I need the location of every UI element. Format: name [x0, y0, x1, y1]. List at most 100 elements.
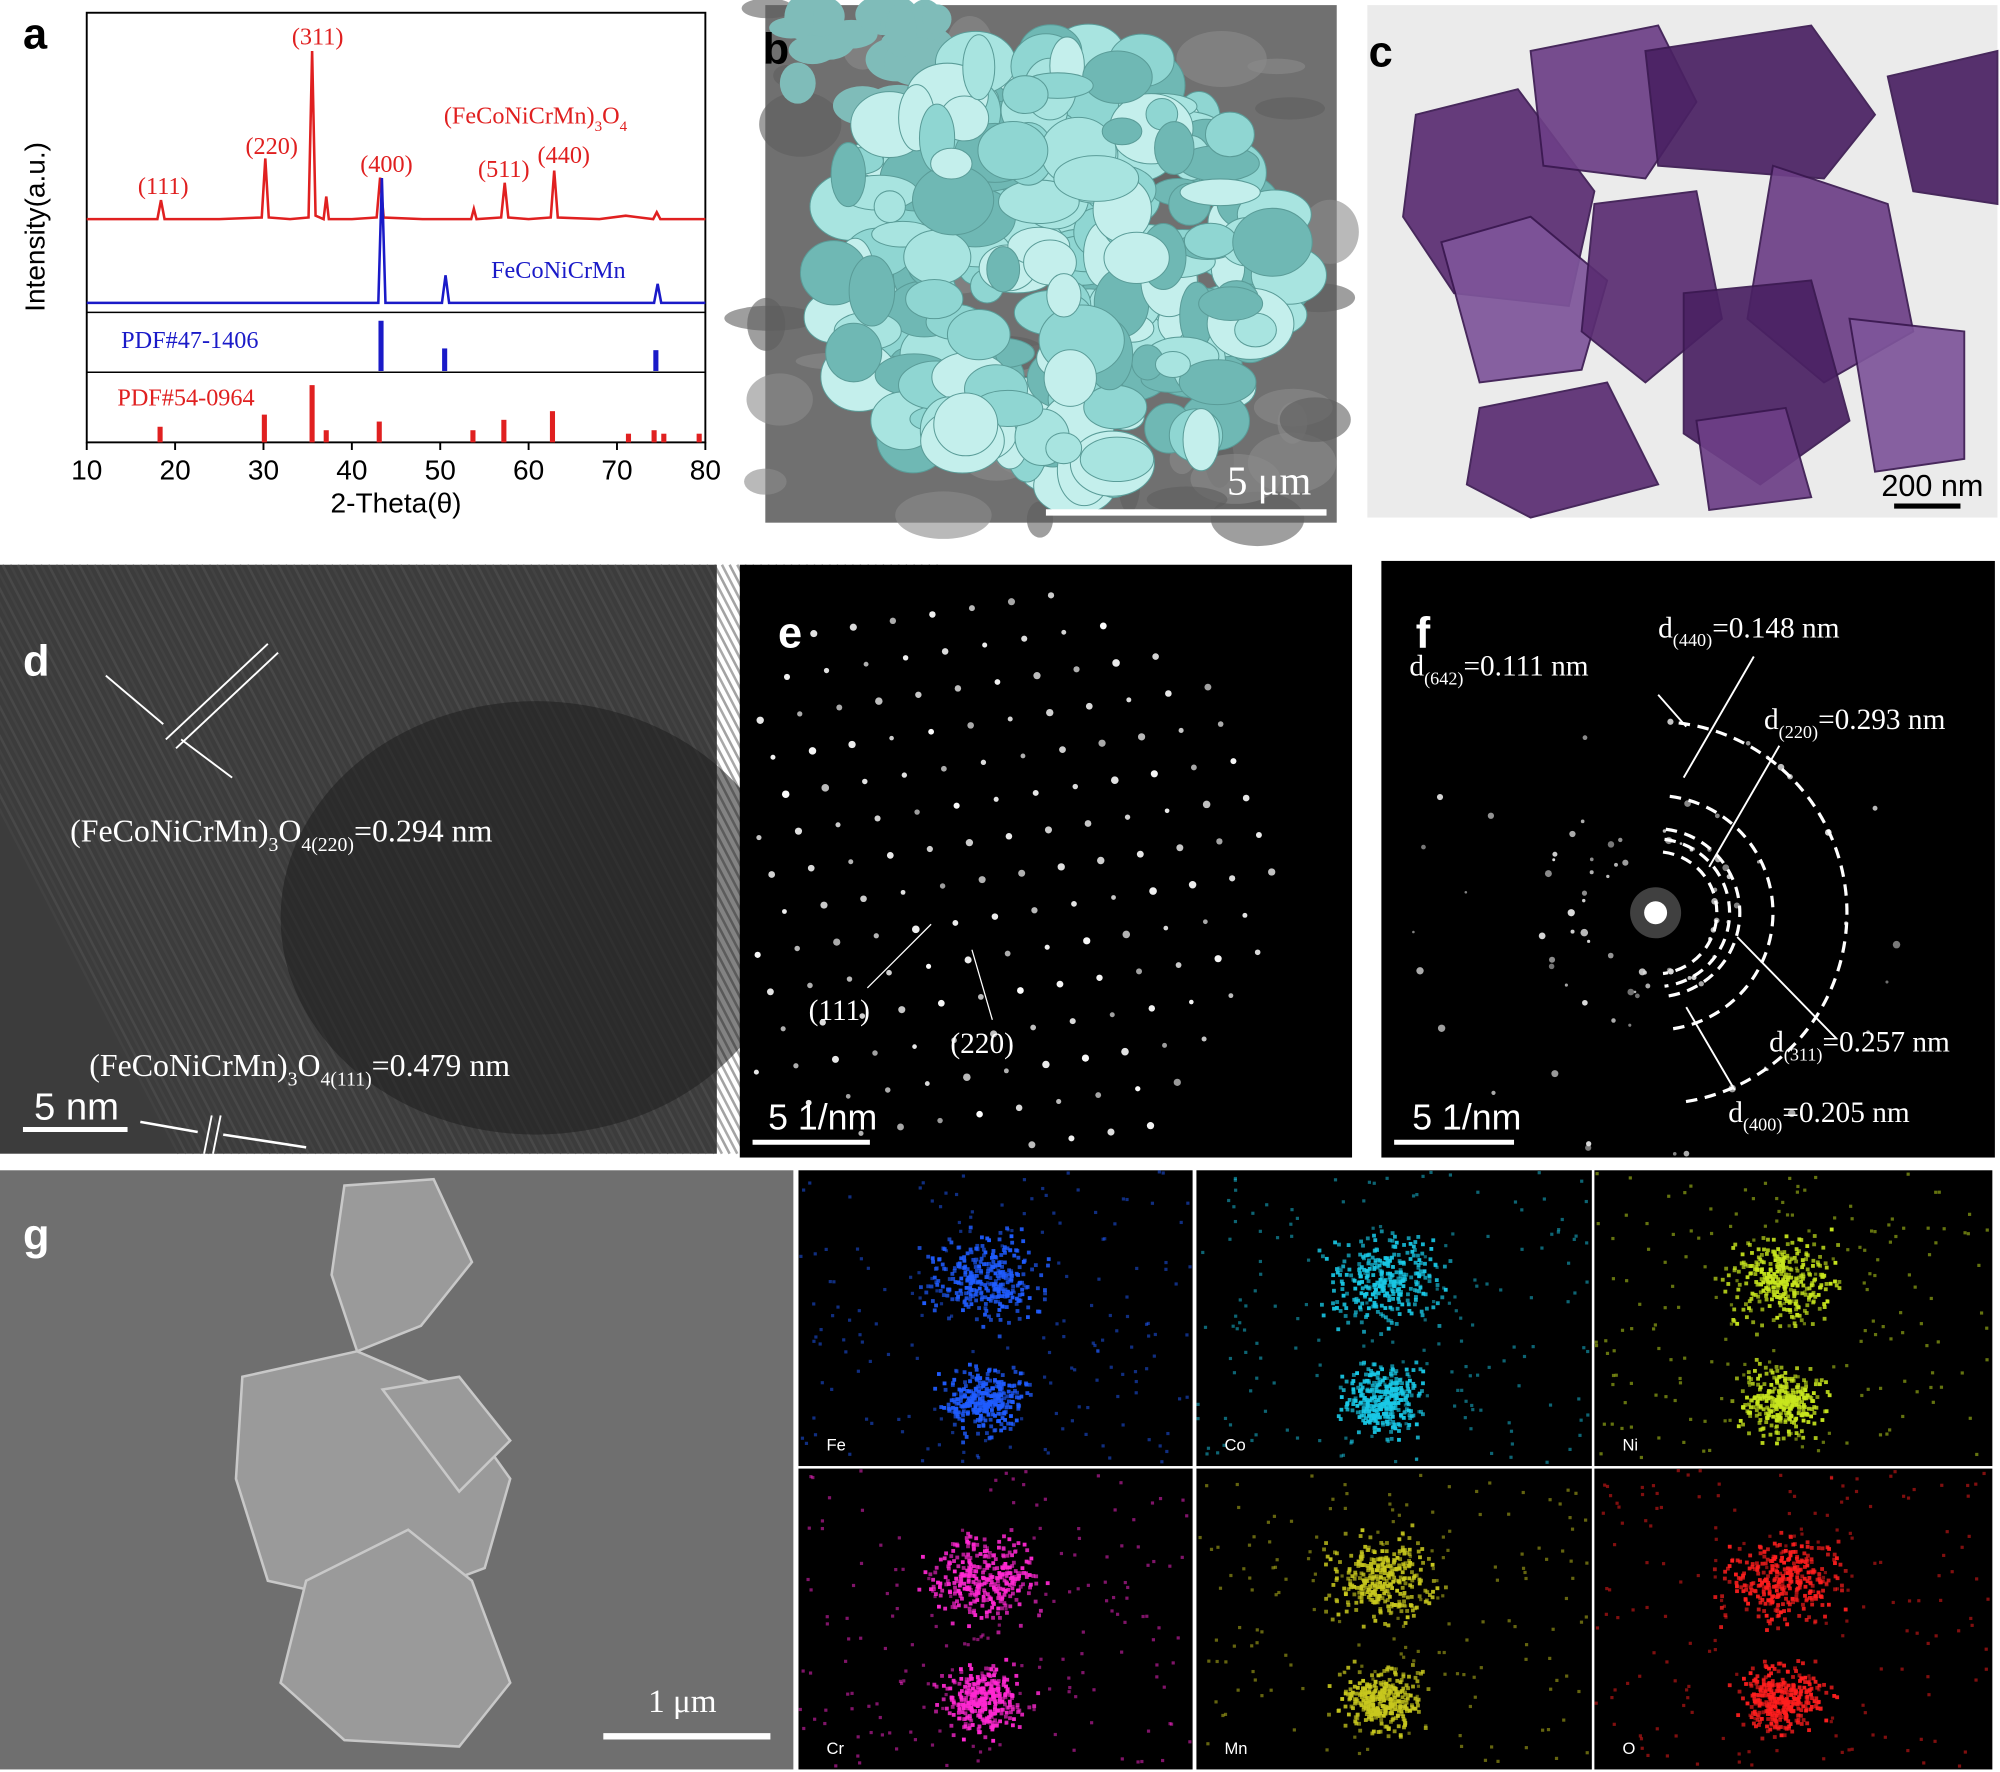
map-pixel	[1546, 1728, 1551, 1732]
map-pixel	[1728, 1224, 1733, 1228]
diffraction-spot	[967, 722, 974, 729]
map-pixel	[1371, 1557, 1376, 1562]
map-pixel	[1351, 1379, 1356, 1383]
map-pixel	[1014, 1296, 1019, 1301]
diffraction-spot	[872, 1050, 878, 1056]
map-pixel	[944, 1191, 948, 1195]
map-pixel	[1375, 1557, 1380, 1562]
map-pixel	[1833, 1279, 1837, 1284]
map-pixel	[1359, 1392, 1364, 1397]
map-pixel	[1775, 1379, 1779, 1384]
map-pixel	[1777, 1397, 1782, 1402]
diffraction-spot	[754, 951, 761, 958]
map-pixel	[1355, 1712, 1360, 1717]
diffraction-spot	[1148, 1005, 1156, 1012]
ring-guide	[1665, 827, 1742, 998]
map-pixel	[977, 1424, 981, 1428]
map-pixel	[1787, 1432, 1792, 1437]
diffraction-spot	[1137, 733, 1146, 741]
map-pixel	[1363, 1409, 1368, 1414]
map-pixel	[1471, 1408, 1475, 1412]
map-pixel	[1301, 1686, 1305, 1691]
map-pixel	[820, 1381, 824, 1385]
map-pixel	[1800, 1258, 1805, 1262]
map-pixel	[1866, 1387, 1870, 1391]
map-pixel	[1369, 1416, 1374, 1421]
map-pixel	[920, 1459, 925, 1463]
map-pixel	[1269, 1688, 1273, 1692]
map-pixel	[1813, 1294, 1818, 1299]
map-pixel	[1017, 1381, 1022, 1386]
map-pixel	[991, 1738, 996, 1743]
map-pixel	[1612, 1349, 1616, 1353]
leader-line	[1736, 936, 1838, 1040]
map-pixel	[1181, 1498, 1185, 1502]
map-pixel	[1794, 1276, 1799, 1281]
map-pixel	[1375, 1248, 1380, 1252]
map-pixel	[1799, 1279, 1804, 1284]
map-pixel	[1401, 1284, 1406, 1289]
diffraction-spot	[1538, 932, 1546, 940]
map-pixel	[1435, 1579, 1439, 1583]
map-pixel	[1390, 1289, 1395, 1294]
map-pixel	[1811, 1263, 1815, 1268]
map-pixel	[965, 1267, 970, 1272]
map-pixel	[1797, 1398, 1802, 1402]
map-pixel	[1251, 1211, 1255, 1215]
map-pixel	[956, 1710, 961, 1715]
map-pixel	[1784, 1385, 1789, 1390]
map-pixel	[1393, 1244, 1398, 1249]
map-pixel	[987, 1261, 991, 1266]
map-pixel	[1368, 1535, 1373, 1540]
map-pixel	[1654, 1393, 1658, 1397]
map-pixel	[1397, 1300, 1402, 1305]
map-pixel	[1376, 1530, 1380, 1534]
map-pixel	[1821, 1274, 1825, 1279]
map-pixel	[974, 1376, 979, 1381]
map-pixel	[1389, 1709, 1394, 1714]
map-pixel	[1399, 1414, 1404, 1419]
map-pixel	[995, 1708, 999, 1713]
map-pixel	[1431, 1566, 1435, 1571]
map-pixel	[995, 1394, 1000, 1399]
map-pixel	[1327, 1593, 1332, 1598]
map-pixel	[947, 1287, 952, 1292]
text-part: =0.257 nm	[1822, 1027, 1950, 1059]
map-pixel	[1375, 1585, 1380, 1590]
map-pixel	[1758, 1418, 1763, 1422]
map-pixel	[1352, 1398, 1356, 1403]
map-pixel	[1772, 1375, 1777, 1380]
annotation: (FeCoNiCrMn)3O4(111)=0.479 nm	[89, 1048, 510, 1091]
map-pixel	[1372, 1391, 1376, 1396]
map-pixel	[1761, 1280, 1766, 1285]
map-pixel	[1584, 1615, 1588, 1619]
map-pixel	[1236, 1688, 1240, 1692]
map-pixel	[962, 1725, 966, 1730]
map-pixel	[895, 1606, 899, 1611]
map-pixel	[1356, 1559, 1361, 1564]
map-pixel	[1831, 1257, 1835, 1261]
map-pixel	[1794, 1431, 1799, 1436]
map-pixel	[1367, 1380, 1371, 1385]
map-pixel	[1402, 1576, 1407, 1581]
map-pixel	[989, 1435, 994, 1440]
map-pixel	[1769, 1423, 1774, 1428]
map-pixel	[932, 1682, 937, 1687]
map-pixel	[933, 1592, 938, 1596]
diffraction-spot	[1491, 1090, 1496, 1096]
map-pixel	[997, 1399, 1002, 1403]
map-pixel	[1353, 1570, 1358, 1575]
map-pixel	[1766, 1272, 1771, 1276]
map-pixel	[1410, 1523, 1415, 1528]
map-pixel	[1803, 1290, 1807, 1294]
scale-bar-label: 5 nm	[34, 1085, 119, 1128]
map-pixel	[1371, 1677, 1375, 1681]
map-pixel	[987, 1609, 992, 1614]
map-pixel	[952, 1422, 957, 1427]
agglomerate	[977, 120, 1049, 181]
map-pixel	[1396, 1276, 1401, 1281]
map-pixel	[1378, 1729, 1383, 1734]
diffraction-spot	[1230, 758, 1237, 765]
map-pixel	[1292, 1728, 1296, 1732]
map-pixel	[981, 1570, 985, 1575]
